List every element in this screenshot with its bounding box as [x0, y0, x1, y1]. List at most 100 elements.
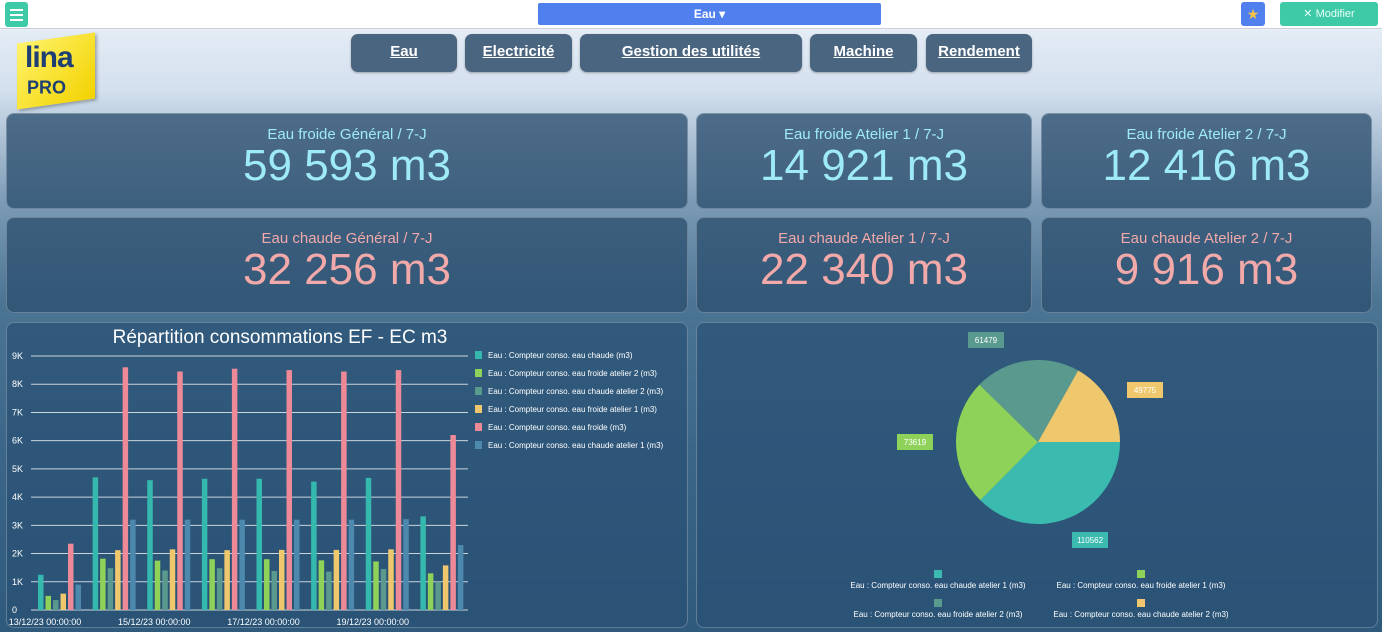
y-tick-label: 2K [12, 549, 23, 559]
bar [271, 571, 277, 610]
modify-button[interactable]: ✕ Modifier [1280, 2, 1378, 26]
legend-swatch [475, 405, 482, 413]
page-dropdown[interactable]: Eau ▾ [538, 3, 881, 25]
bar [388, 549, 394, 610]
x-tick-label: 19/12/23 00:00:00 [336, 617, 409, 627]
y-tick-label: 9K [12, 351, 23, 361]
y-tick-label: 6K [12, 436, 23, 446]
bar [224, 550, 230, 610]
legend-label: Eau : Compteur conso. eau chaude atelier… [488, 441, 664, 450]
bar [450, 435, 456, 610]
tab-gestion-utilites[interactable]: Gestion des utilités [580, 34, 802, 72]
bar [60, 593, 66, 610]
kpi-card-eau-chaude-general: Eau chaude Général / 7-J 32 256 m3 [6, 217, 688, 313]
tools-icon: ✕ [1303, 8, 1316, 20]
bar [442, 565, 449, 610]
y-tick-label: 3K [12, 520, 23, 530]
legend-swatch [475, 369, 482, 377]
legend-swatch [1137, 599, 1145, 607]
pie-chart-panel: 110562 73619 61479 49775 Eau : Compteur cons… [696, 322, 1378, 628]
bar-chart: Répartition consommations EF - EC m3 0 1K 2… [9, 327, 664, 627]
bar [75, 584, 81, 610]
bar [154, 560, 161, 610]
pie-slice [956, 384, 1038, 501]
pie-data-label-box [1127, 382, 1163, 398]
bar [100, 558, 106, 610]
tab-machine[interactable]: Machine [810, 34, 917, 72]
legend-label: Eau : Compteur conso. eau froide atelier… [488, 405, 657, 414]
bar [177, 371, 183, 610]
legend-label: Eau : Compteur conso. eau chaude atelier… [850, 581, 1026, 590]
menu-button[interactable] [5, 2, 28, 27]
legend-swatch [475, 423, 482, 431]
bar [130, 519, 136, 610]
tab-rendement[interactable]: Rendement [926, 34, 1032, 72]
tab-electricite[interactable]: Electricité [465, 34, 572, 72]
legend-label: Eau : Compteur conso. eau froide atelier… [488, 369, 657, 378]
bar [365, 477, 372, 610]
bar [68, 543, 74, 610]
bar [147, 480, 153, 610]
bar [115, 550, 121, 610]
legend-label: Eau : Compteur conso. eau froide atelier… [1057, 581, 1226, 590]
y-tick-label: 1K [12, 577, 23, 587]
bar [333, 549, 340, 610]
legend-swatch [934, 599, 942, 607]
y-tick-label: 5K [12, 464, 23, 474]
bar [122, 367, 129, 610]
y-tick-label: 8K [12, 379, 23, 389]
bar [162, 570, 168, 610]
bar [326, 571, 332, 610]
legend-swatch [934, 570, 942, 578]
legend-label: Eau : Compteur conso. eau chaude atelier… [488, 387, 664, 396]
bar [53, 600, 59, 610]
kpi-card-eau-froide-atelier-1: Eau froide Atelier 1 / 7-J 14 921 m3 [696, 113, 1032, 209]
pie-slice [980, 442, 1120, 524]
pie-data-label: 61479 [975, 336, 998, 345]
bar [92, 477, 99, 610]
bar [256, 478, 262, 610]
bar [279, 549, 285, 610]
legend-label: Eau : Compteur conso. eau froide atelier… [854, 610, 1023, 619]
x-tick-label: 17/12/23 00:00:00 [227, 617, 300, 627]
pie-data-label: 110562 [1077, 536, 1104, 545]
bar [184, 519, 191, 610]
bar [294, 519, 300, 610]
star-icon[interactable]: ★ [1241, 2, 1265, 26]
legend-label: Eau : Compteur conso. eau froide (m3) [488, 423, 627, 432]
kpi-card-eau-froide-atelier-2: Eau froide Atelier 2 / 7-J 12 416 m3 [1041, 113, 1372, 209]
bar [427, 573, 434, 610]
pie-data-label: 73619 [904, 438, 927, 447]
bar [286, 370, 292, 610]
logo: lina PRO [17, 32, 95, 110]
legend-swatch [475, 387, 482, 395]
bar [239, 519, 245, 610]
legend-swatch [475, 441, 482, 449]
bar [107, 568, 114, 610]
x-tick-label: 13/12/23 00:00:00 [9, 617, 82, 627]
legend-swatch [1137, 570, 1145, 578]
bar [38, 574, 44, 610]
bar [395, 370, 402, 610]
chart-title: Répartition consommations EF - EC m3 [113, 327, 448, 348]
bar [311, 481, 317, 610]
top-bar: Eau ▾ ★ ✕ Modifier [0, 0, 1382, 29]
bar [348, 519, 355, 610]
bar [231, 368, 238, 610]
bar [216, 568, 223, 610]
y-tick-label: 4K [12, 492, 23, 502]
tab-eau[interactable]: Eau [351, 34, 457, 72]
bar [201, 478, 208, 610]
y-tick-label: 0 [12, 605, 17, 615]
kpi-card-eau-chaude-atelier-1: Eau chaude Atelier 1 / 7-J 22 340 m3 [696, 217, 1032, 313]
legend-label: Eau : Compteur conso. eau chaude atelier… [1053, 610, 1229, 619]
pie-data-label: 49775 [1134, 386, 1157, 395]
x-tick-label: 15/12/23 00:00:00 [118, 617, 191, 627]
bar [457, 545, 464, 610]
pie-slice [1038, 370, 1120, 442]
bar [380, 569, 387, 610]
bar [435, 581, 441, 610]
bar [209, 559, 215, 610]
bar [318, 560, 325, 610]
legend-swatch [475, 351, 482, 359]
